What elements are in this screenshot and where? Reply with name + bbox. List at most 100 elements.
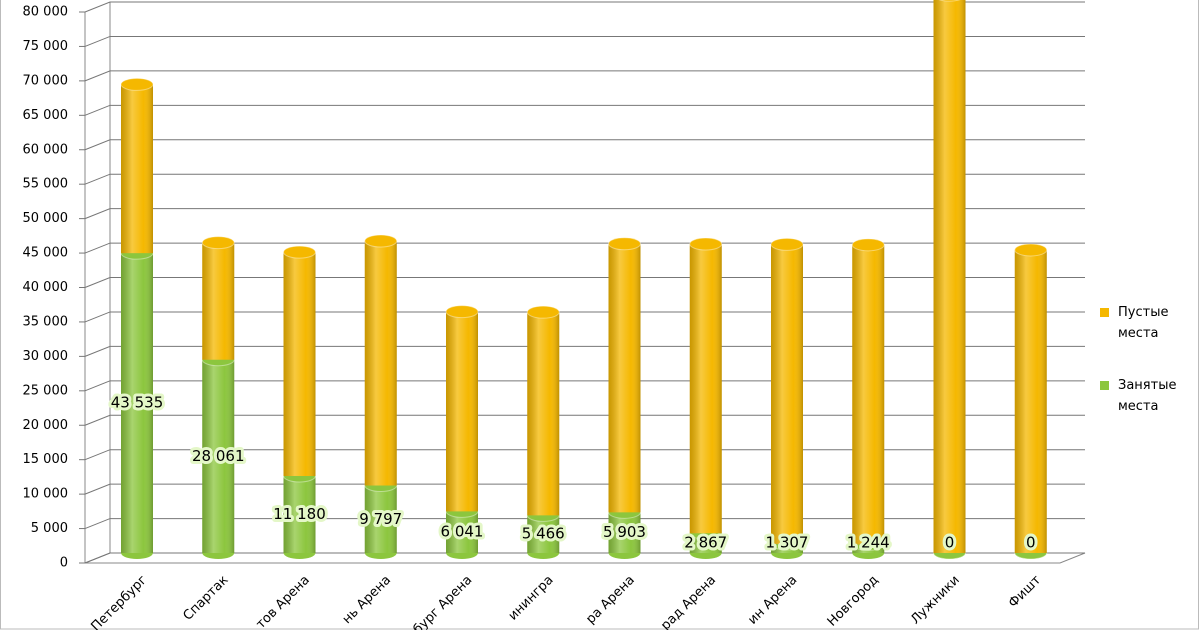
value-label: 1 307: [766, 534, 809, 552]
x-tick-label: инингра: [506, 573, 557, 624]
grid-line: [84, 242, 1085, 254]
cylinder-top: [851, 238, 885, 252]
x-tick-label: Спартак: [181, 573, 232, 624]
value-label: 6 041: [441, 523, 484, 541]
cylinder-shade: [608, 243, 641, 513]
cylinder-shade: [771, 244, 803, 544]
value-label: 2 867: [684, 534, 727, 552]
cylinder-top: [283, 245, 316, 259]
cylinder-shade: [933, 0, 966, 554]
y-tick-label: 0: [60, 556, 68, 571]
grid-line: [84, 311, 1085, 323]
cylinder-shade: [446, 311, 478, 512]
y-tick-label: 20 000: [23, 418, 69, 433]
value-label: 5 466: [522, 525, 565, 543]
y-tick-label: 30 000: [23, 349, 69, 364]
legend-swatch: [1100, 308, 1109, 317]
bar-segment: [364, 234, 398, 486]
grid-line: [84, 449, 1085, 461]
grid-line: [84, 380, 1085, 392]
cylinder-top: [364, 234, 398, 248]
cylinder-shade: [852, 244, 885, 545]
cylinder-shade: [364, 241, 397, 486]
bar-segment: [1014, 243, 1048, 553]
y-tick-label: 40 000: [23, 280, 69, 295]
cylinder-shade: [202, 242, 235, 360]
cylinder-top: [526, 305, 560, 319]
cylinder-top: [608, 237, 641, 251]
cylinder-top: [689, 237, 723, 251]
cylinder-shade: [283, 252, 316, 476]
grid-line: [84, 414, 1085, 426]
grid-line: [84, 552, 1085, 564]
legend-label: Занятые места: [1118, 378, 1177, 414]
value-label: 11 180: [273, 505, 326, 523]
x-tick-label: Лужники: [908, 573, 963, 628]
cylinder-top: [938, 0, 961, 2]
y-tick-label: 5 000: [31, 521, 68, 536]
bar-segment: [608, 505, 641, 559]
cylinder-shade: [527, 515, 560, 553]
y-tick-label: 25 000: [23, 383, 69, 398]
cylinder-shade: [446, 511, 478, 553]
x-tick-label: ра Арена: [583, 573, 637, 627]
x-tick-label: Новгород: [825, 573, 882, 630]
cylinder-shade: [364, 485, 397, 553]
cylinder-shade: [121, 84, 153, 254]
bar-segment: [283, 469, 316, 559]
cylinder-top: [445, 305, 479, 319]
grid-line: [84, 35, 1085, 47]
value-label: 1 244: [847, 534, 890, 552]
cylinder-shade: [121, 253, 153, 553]
bar-segment: [526, 508, 560, 559]
grid-line: [84, 208, 1085, 220]
cylinder-shade: [1014, 249, 1047, 553]
grid-line: [84, 1, 1085, 13]
cylinder-shade: [608, 512, 641, 553]
cylinder-shade: [283, 475, 316, 553]
legend-label: Пустые места: [1118, 305, 1169, 341]
cylinder-shade: [202, 359, 235, 553]
y-tick-label: 45 000: [23, 246, 69, 261]
x-tick-label: нь Арена: [340, 573, 394, 627]
cylinder-top: [120, 77, 154, 91]
legend-swatch: [1100, 381, 1109, 390]
y-tick-label: 80 000: [23, 5, 69, 20]
grid-line: [84, 345, 1085, 357]
grid-line: [84, 483, 1085, 495]
bar-segment: [201, 236, 235, 360]
y-tick-label: 65 000: [23, 108, 69, 123]
bar-segment: [933, 0, 966, 554]
value-label: 43 535: [111, 394, 164, 412]
y-tick-label: 60 000: [23, 142, 69, 157]
y-tick-label: 10 000: [23, 487, 69, 502]
value-label: 0: [945, 534, 955, 552]
bar-segment: [689, 237, 723, 534]
value-label: 28 061: [192, 447, 245, 465]
y-tick-label: 75 000: [23, 39, 69, 54]
x-tick-label: Фишт: [1006, 572, 1045, 611]
x-tick-label: ин Арена: [745, 573, 800, 628]
x-tick-label: рад Арена: [658, 573, 719, 630]
value-label: 0: [1026, 534, 1036, 552]
y-tick-label: 50 000: [23, 211, 69, 226]
grid-line: [84, 139, 1085, 151]
y-tick-label: 70 000: [23, 73, 69, 88]
y-tick-label: 55 000: [23, 177, 69, 192]
y-tick-label: 35 000: [23, 314, 69, 329]
cylinder-top: [201, 236, 235, 250]
y-tick-label: 15 000: [23, 452, 69, 467]
bar-segment: [608, 237, 641, 513]
bar-segment: [283, 245, 316, 476]
grid-line: [84, 173, 1085, 185]
x-tick-label: Петербург: [89, 573, 151, 630]
value-label: 9 797: [359, 510, 402, 528]
grid-line: [84, 518, 1085, 530]
cylinder-top: [1014, 243, 1048, 257]
grid-line: [84, 277, 1085, 288]
cylinder-shade: [689, 243, 722, 534]
bar-segment: [120, 246, 154, 559]
grid-line: [84, 104, 1085, 116]
